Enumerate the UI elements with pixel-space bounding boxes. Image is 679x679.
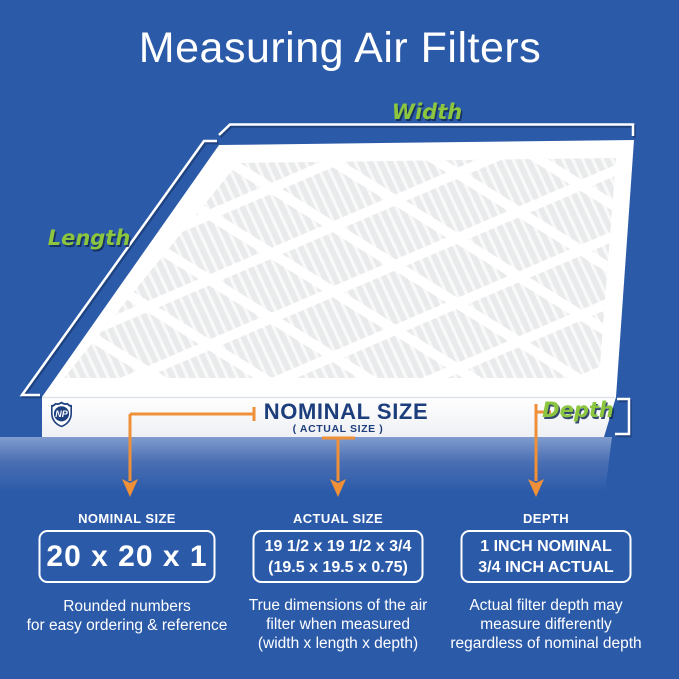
bracket-shadows <box>21 125 636 438</box>
page-title: Measuring Air Filters <box>138 24 542 72</box>
length-label: Length <box>47 226 131 250</box>
connector-actual-size <box>322 436 355 481</box>
actual-size-header: ACTUAL SIZE <box>292 511 384 526</box>
actual-size-value-fraction: 19 1/2 x 19 1/2 x 3/4 <box>264 537 412 555</box>
nominal-size-caption: Rounded numbers for easy ordering & refe… <box>26 598 228 634</box>
filter-reflection-gradient <box>0 437 612 492</box>
connector-arrowheads <box>122 479 544 497</box>
actual-size-caption: True dimensions of the air filter when m… <box>248 597 428 652</box>
nominal-size-value: 20 x 20 x 1 <box>46 539 208 573</box>
depth-box: 1 INCH NOMINAL 3/4 INCH ACTUAL <box>460 530 632 583</box>
depth-bracket <box>615 397 631 436</box>
nominal-size-header: NOMINAL SIZE <box>78 511 176 526</box>
depth-label: Depth <box>542 398 614 422</box>
actual-size-value-decimal: (19.5 x 19.5 x 0.75) <box>268 558 408 576</box>
filter-front-band <box>42 396 616 437</box>
nominal-size-box: 20 x 20 x 1 <box>38 530 216 583</box>
arrow-down-icon <box>528 479 544 497</box>
length-bracket <box>19 139 217 397</box>
depth-value-actual: 3/4 INCH ACTUAL <box>478 558 614 576</box>
width-bracket <box>218 123 635 136</box>
depth-caption: Actual filter depth may measure differen… <box>450 597 642 652</box>
depth-header: DEPTH <box>522 511 570 526</box>
connector-lines <box>128 404 551 481</box>
connector-depth <box>534 404 551 481</box>
band-nominal-size-label: NOMINAL SIZE <box>263 399 429 424</box>
np-logo-icon: NP <box>51 401 72 428</box>
connector-nominal-size <box>128 407 256 481</box>
band-actual-size-label: ( ACTUAL SIZE ) <box>292 423 384 435</box>
depth-value-nominal: 1 INCH NOMINAL <box>480 537 612 555</box>
arrow-down-icon <box>330 479 346 497</box>
width-label: Width <box>391 100 463 124</box>
actual-size-box: 19 1/2 x 19 1/2 x 3/4 (19.5 x 19.5 x 0.7… <box>252 530 424 583</box>
svg-text:NP: NP <box>55 409 68 419</box>
arrow-down-icon <box>122 479 138 497</box>
